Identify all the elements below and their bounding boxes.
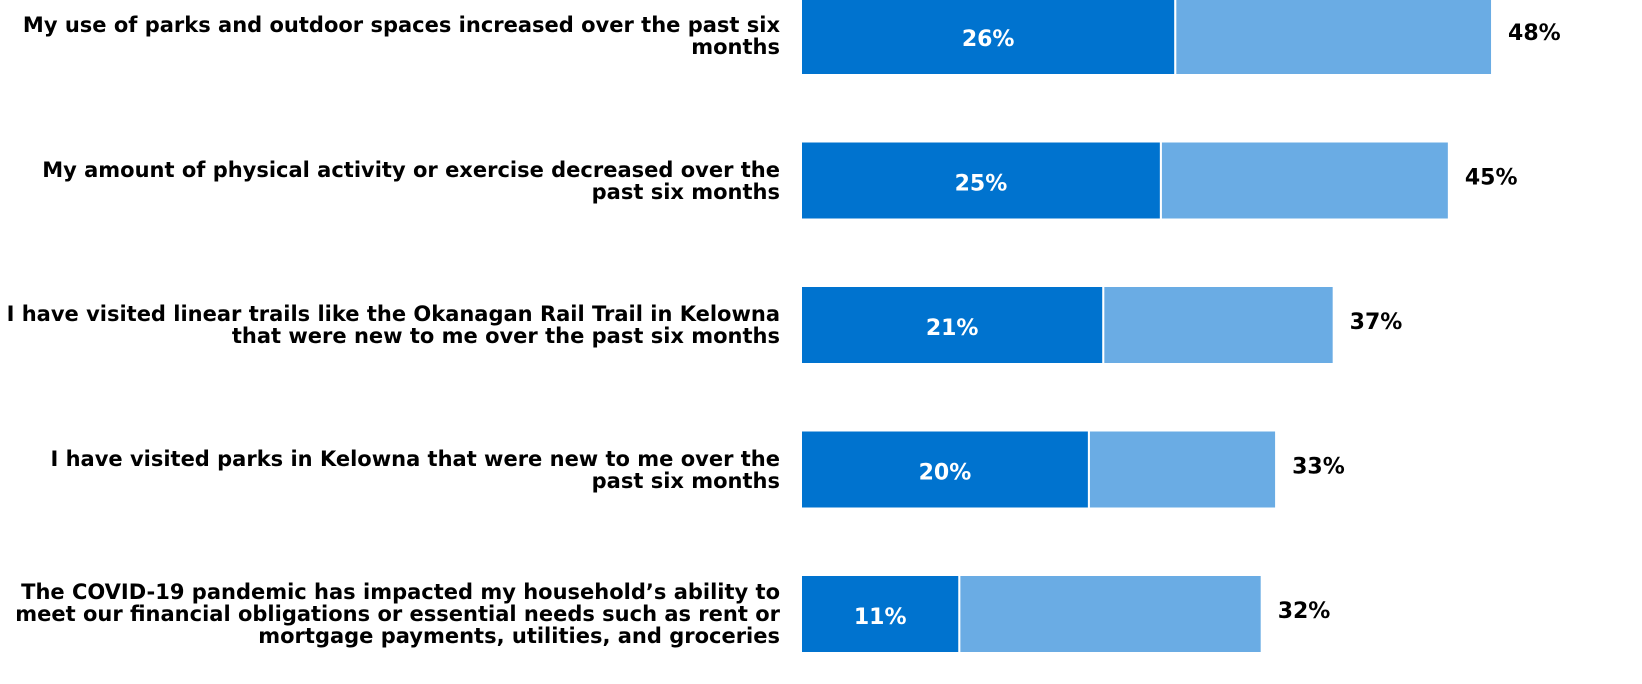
- value-label: 25%: [955, 172, 1008, 197]
- category-label: I have visited linear trails like the Ok…: [6, 302, 780, 348]
- total-label: 45%: [1465, 166, 1518, 191]
- bar-segment: [1159, 140, 1450, 221]
- bar-segment: [958, 574, 1263, 654]
- category-label: My amount of physical activity or exerci…: [42, 157, 780, 204]
- total-label: 33%: [1292, 455, 1345, 480]
- bar-segment: [800, 285, 1105, 365]
- bar-segment: [800, 0, 1177, 76]
- bar-segment: [1174, 0, 1494, 76]
- bar-segment: [1087, 429, 1278, 510]
- value-label: 21%: [926, 316, 979, 341]
- category-label: I have visited parks in Kelowna that wer…: [50, 446, 780, 493]
- bar-segment: [800, 574, 961, 654]
- value-label: 26%: [962, 27, 1015, 52]
- total-label: 37%: [1350, 310, 1403, 335]
- total-label: 32%: [1278, 599, 1331, 624]
- bar-segment: [1102, 285, 1335, 365]
- total-label: 48%: [1508, 21, 1561, 46]
- category-label: The COVID-19 pandemic has impacted my ho…: [15, 580, 780, 648]
- value-label: 20%: [919, 461, 972, 486]
- value-label: 11%: [854, 605, 907, 630]
- category-label: My use of parks and outdoor spaces incre…: [22, 13, 780, 59]
